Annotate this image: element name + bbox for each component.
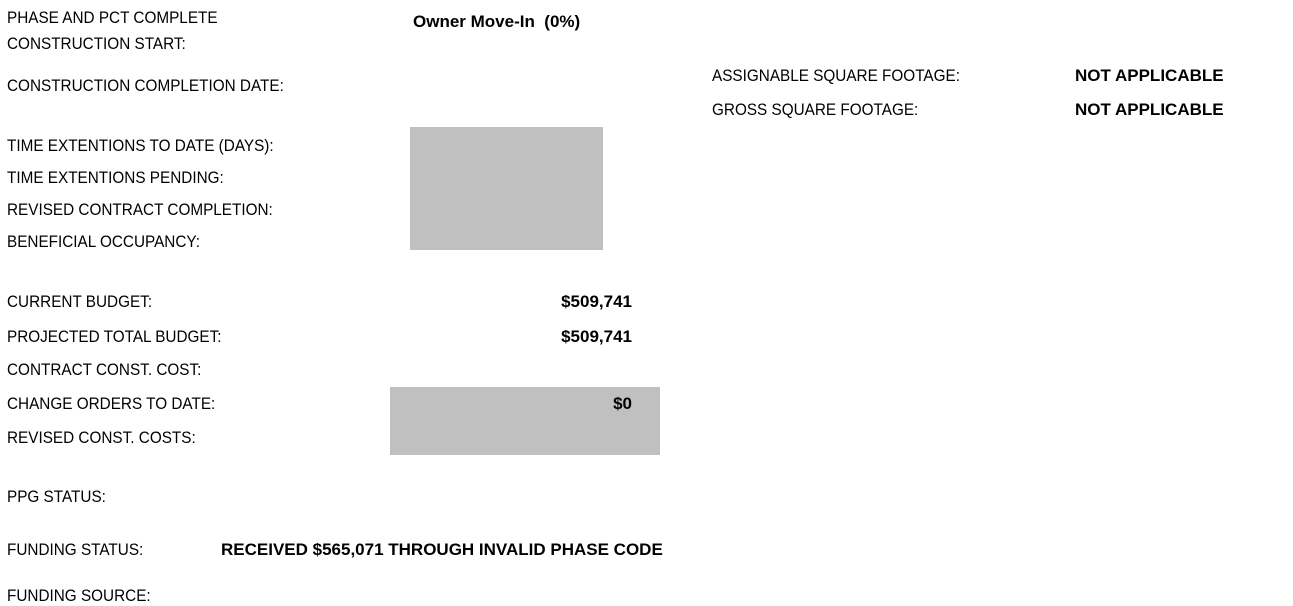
label: GROSS SQUARE FOOTAGE:: [712, 100, 919, 119]
label: REVISED CONTRACT COMPLETION:: [7, 200, 273, 219]
label: CHANGE ORDERS TO DATE:: [7, 394, 216, 413]
label: FUNDING SOURCE:: [7, 586, 151, 605]
value: $509,741: [561, 327, 632, 346]
label: BENEFICIAL OCCUPANCY:: [7, 232, 200, 251]
label: REVISED CONST. COSTS:: [7, 428, 196, 447]
label: ASSIGNABLE SQUARE FOOTAGE:: [712, 66, 960, 85]
label: FUNDING STATUS:: [7, 540, 144, 559]
label: PROJECTED TOTAL BUDGET:: [7, 327, 222, 346]
value: Owner Move-In (0%): [413, 12, 581, 31]
value: NOT APPLICABLE: [1075, 66, 1224, 85]
label: CURRENT BUDGET:: [7, 292, 153, 311]
shaded-box: [410, 127, 603, 250]
value: RECEIVED $565,071 THROUGH INVALID PHASE …: [221, 540, 663, 559]
label: TIME EXTENTIONS TO DATE (DAYS):: [7, 136, 274, 155]
value: NOT APPLICABLE: [1075, 100, 1224, 119]
label: TIME EXTENTIONS PENDING:: [7, 168, 224, 187]
label: CONTRACT CONST. COST:: [7, 360, 202, 379]
label: CONSTRUCTION COMPLETION DATE:: [7, 76, 284, 95]
shaded-box: [390, 387, 660, 455]
label: CONSTRUCTION START:: [7, 34, 186, 53]
label: PHASE AND PCT COMPLETE: [7, 8, 218, 27]
value: $0: [613, 394, 632, 413]
value: $509,741: [561, 292, 632, 311]
label: PPG STATUS:: [7, 487, 106, 506]
